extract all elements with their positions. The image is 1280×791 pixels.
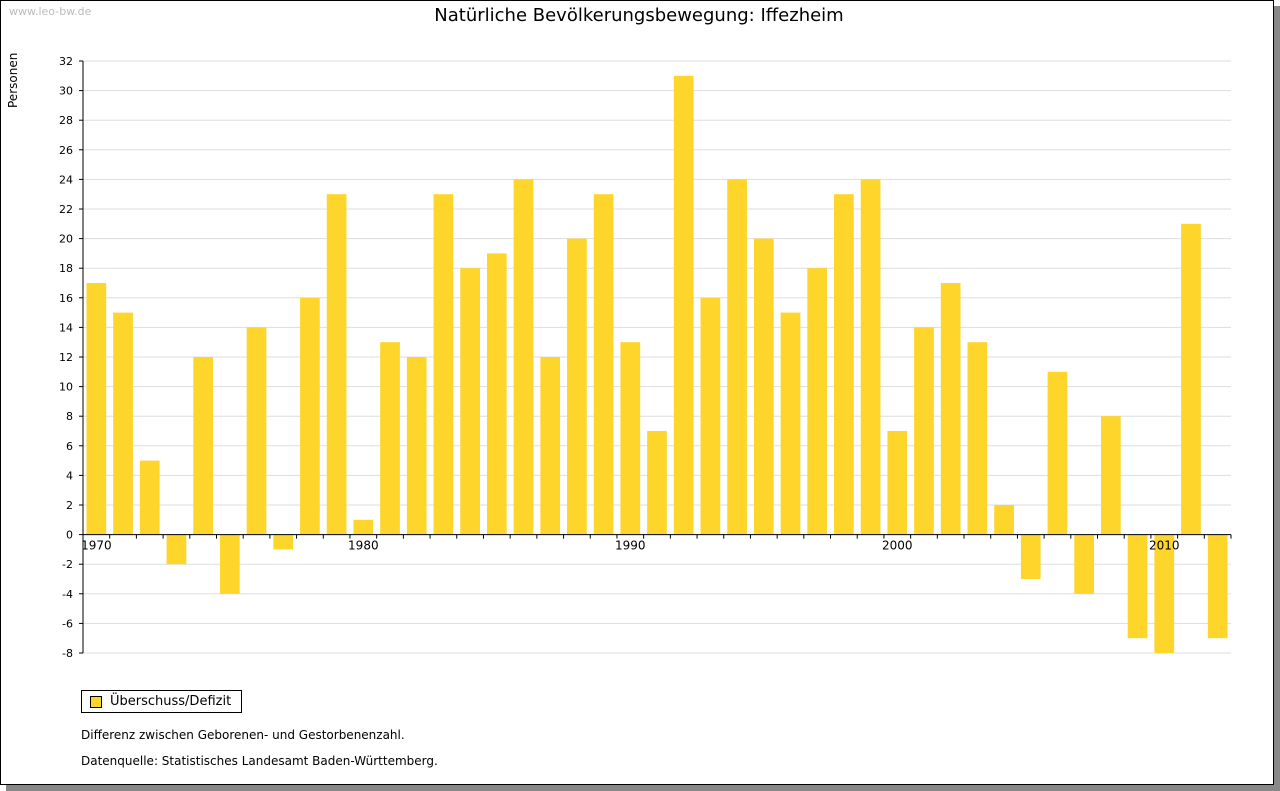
note-description: Differenz zwischen Geborenen- und Gestor… <box>81 728 405 742</box>
x-tick-label: 1990 <box>615 539 646 553</box>
bar-1995 <box>753 238 774 535</box>
legend: Überschuss/Defizit <box>81 690 243 713</box>
bar-1984 <box>460 268 480 535</box>
y-tick-label: 4 <box>66 469 73 482</box>
y-tick-label: 2 <box>66 499 73 512</box>
y-tick-label: 6 <box>66 440 73 453</box>
bar-1979 <box>326 194 347 535</box>
x-tick-label: 2010 <box>1149 539 1180 553</box>
x-tick-label: 1970 <box>81 539 112 553</box>
bar-2004 <box>994 505 1014 535</box>
bar-1987 <box>540 357 561 535</box>
y-tick-label: -2 <box>62 558 73 571</box>
bar-1980 <box>353 519 374 535</box>
y-tick-label: -6 <box>62 617 73 630</box>
bar-1985 <box>486 253 507 535</box>
bar-1972 <box>139 460 160 535</box>
y-tick-label: 20 <box>59 233 73 246</box>
y-tick-label: 32 <box>59 55 73 68</box>
y-tick-label: 30 <box>59 85 73 98</box>
y-tick-label: 0 <box>66 529 73 542</box>
bar-1992 <box>673 75 694 535</box>
legend-label: Überschuss/Defizit <box>110 694 232 709</box>
bar-2010 <box>1154 534 1175 653</box>
bar-2007 <box>1074 534 1095 594</box>
y-tick-label: 16 <box>59 292 73 305</box>
bar-2003 <box>967 342 988 535</box>
bar-2006 <box>1047 371 1068 535</box>
bar-2000 <box>887 431 908 535</box>
bar-1982 <box>406 357 427 535</box>
bar-1997 <box>807 268 828 535</box>
bar-2001 <box>914 327 934 535</box>
bar-2002 <box>940 283 961 535</box>
y-tick-label: 18 <box>59 262 73 275</box>
y-tick-label: 26 <box>59 144 73 157</box>
bar-1975 <box>219 534 240 594</box>
bar-1993 <box>700 297 721 535</box>
bar-1970 <box>86 283 107 535</box>
y-tick-label: -4 <box>62 588 73 601</box>
y-tick-label: 14 <box>59 321 73 334</box>
bar-2012 <box>1207 534 1228 639</box>
bar-1973 <box>166 534 187 565</box>
note-source: Datenquelle: Statistisches Landesamt Bad… <box>81 754 438 768</box>
bar-1988 <box>567 238 587 535</box>
bar-1998 <box>834 194 854 535</box>
bar-1990 <box>620 342 641 535</box>
y-tick-label: 28 <box>59 114 73 127</box>
y-tick-label: 24 <box>59 173 73 186</box>
bar-1974 <box>193 357 213 535</box>
bar-1981 <box>380 342 400 535</box>
bar-2008 <box>1101 416 1121 535</box>
bar-2011 <box>1181 223 1201 535</box>
chart-plot: -8-6-4-202468101214161820222426283032197… <box>59 55 1232 660</box>
legend-swatch <box>90 695 102 708</box>
bar-2005 <box>1020 534 1041 579</box>
bar-1996 <box>780 312 801 535</box>
y-tick-label: 22 <box>59 203 73 216</box>
bar-1991 <box>647 431 667 535</box>
bar-1983 <box>433 194 454 535</box>
watermark: www.leo-bw.de <box>9 5 92 18</box>
bar-1989 <box>593 194 614 535</box>
bar-1976 <box>246 327 267 535</box>
x-tick-label: 2000 <box>882 539 913 553</box>
bar-2009 <box>1127 534 1148 639</box>
y-tick-label: 8 <box>66 410 73 423</box>
x-tick-label: 1980 <box>348 539 379 553</box>
y-tick-label: 10 <box>59 381 73 394</box>
bar-1994 <box>727 179 747 535</box>
bar-1999 <box>860 179 881 535</box>
bar-1978 <box>300 297 320 535</box>
y-tick-label: 12 <box>59 351 73 364</box>
bar-1986 <box>513 179 534 535</box>
bar-1977 <box>273 534 294 550</box>
chart-title: Natürliche Bevölkerungsbewegung: Iffezhe… <box>434 5 844 26</box>
bar-1971 <box>113 312 133 535</box>
y-tick-label: -8 <box>62 647 73 660</box>
